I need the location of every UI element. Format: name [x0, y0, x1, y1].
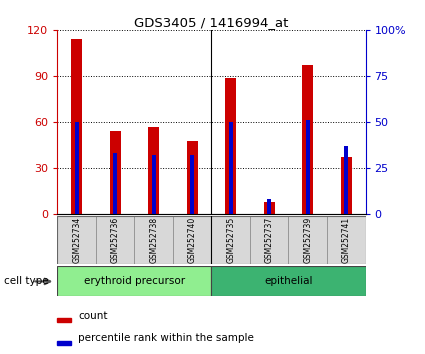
Text: GSM252739: GSM252739	[303, 217, 312, 263]
Bar	[211, 216, 250, 264]
Bar	[327, 216, 366, 264]
Text: GSM252741: GSM252741	[342, 217, 351, 263]
Text: GSM252738: GSM252738	[149, 217, 158, 263]
Bar	[229, 122, 232, 214]
Bar	[302, 65, 313, 214]
Bar	[71, 39, 82, 214]
Bar	[148, 127, 159, 214]
Bar	[306, 120, 310, 214]
Bar	[57, 266, 211, 296]
Bar	[96, 216, 134, 264]
Text: percentile rank within the sample: percentile rank within the sample	[78, 332, 254, 343]
Bar	[264, 202, 275, 214]
Title: GDS3405 / 1416994_at: GDS3405 / 1416994_at	[134, 16, 289, 29]
Bar	[152, 155, 156, 214]
Text: epithelial: epithelial	[264, 275, 313, 286]
Text: GSM252737: GSM252737	[265, 217, 274, 263]
Text: GSM252736: GSM252736	[110, 217, 120, 263]
Bar	[110, 131, 121, 214]
Bar	[289, 216, 327, 264]
Bar	[341, 158, 351, 214]
Text: GSM252735: GSM252735	[226, 217, 235, 263]
Text: count: count	[78, 311, 108, 321]
Bar	[250, 216, 289, 264]
Text: GSM252740: GSM252740	[188, 217, 197, 263]
Bar	[113, 153, 117, 214]
Bar	[57, 216, 96, 264]
Bar	[173, 216, 211, 264]
Bar	[187, 141, 198, 214]
Bar	[344, 146, 348, 214]
Bar	[190, 155, 194, 214]
Bar	[225, 78, 236, 214]
Bar	[57, 341, 71, 345]
Bar	[75, 122, 79, 214]
Bar	[134, 216, 173, 264]
Text: erythroid precursor: erythroid precursor	[84, 275, 185, 286]
Bar	[57, 318, 71, 322]
Bar	[267, 199, 271, 214]
Text: GSM252734: GSM252734	[72, 217, 81, 263]
Text: cell type: cell type	[4, 276, 49, 286]
Bar	[211, 266, 366, 296]
